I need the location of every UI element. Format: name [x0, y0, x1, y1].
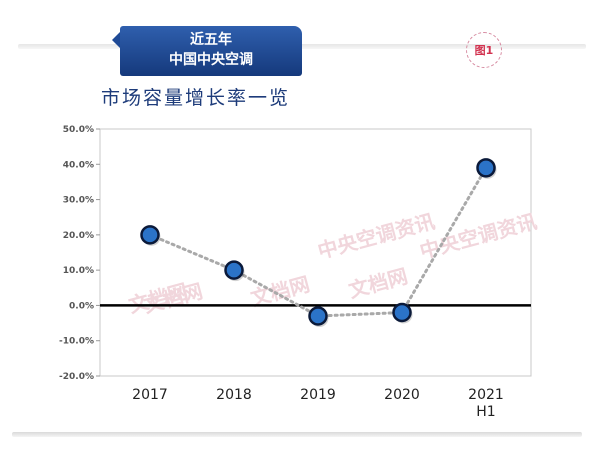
- x-tick-label: 2019: [300, 387, 336, 403]
- data-point: [392, 302, 412, 323]
- badge-notch: [112, 30, 122, 50]
- x-tick-label: 2021 H1: [468, 387, 504, 420]
- plot-area: [99, 128, 532, 377]
- data-point: [476, 158, 496, 178]
- y-axis: 50.0% 40.0% 30.0% 20.0% 10.0% 0.0% -10.0% -20.0…: [59, 125, 100, 382]
- y-tick-label: 50.0%: [63, 125, 94, 135]
- title-badge: 近五年 中国中央空调: [120, 26, 302, 76]
- data-point: [308, 306, 328, 326]
- figure-tag: 图1: [466, 32, 502, 68]
- top-divider: [18, 44, 586, 49]
- data-point: [140, 225, 160, 245]
- y-tick-label: 40.0%: [63, 160, 94, 170]
- x-tick-label: 2020: [384, 387, 420, 403]
- y-tick-label: 10.0%: [63, 266, 94, 276]
- y-tick-label: 0.0%: [69, 301, 94, 311]
- badge-line-1: 近五年: [190, 32, 232, 48]
- data-point: [224, 260, 244, 280]
- x-tick-label: 2017: [132, 387, 168, 403]
- y-tick-label: -10.0%: [59, 337, 94, 347]
- y-tick-label: -20.0%: [59, 372, 94, 382]
- y-tick-label: 30.0%: [63, 196, 94, 206]
- data-markers: [140, 158, 497, 328]
- y-tick-label: 20.0%: [63, 231, 94, 241]
- x-axis: 2017 2018 2019 2020 2021 H1: [132, 387, 504, 420]
- chart-title: 市场容量增长率一览: [101, 87, 291, 109]
- badge-line-2: 中国中央空调: [169, 52, 253, 68]
- x-tick-label: 2018: [216, 387, 252, 403]
- bottom-divider: [12, 432, 582, 437]
